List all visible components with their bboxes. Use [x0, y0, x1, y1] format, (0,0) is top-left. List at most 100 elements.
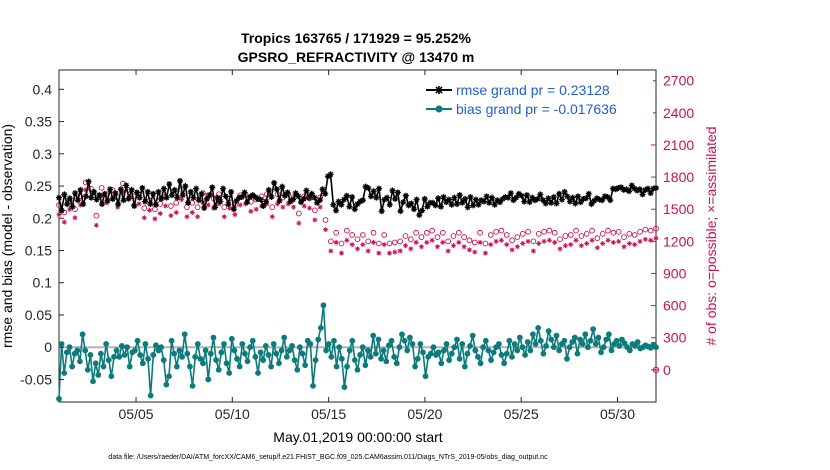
- bias-point: [351, 357, 358, 363]
- bias-point: [215, 366, 222, 373]
- assimilated-obs-marker: [339, 250, 345, 256]
- assimilated-obs-marker: [365, 248, 371, 254]
- rmse-point: [88, 194, 95, 201]
- bias-point: [566, 344, 573, 351]
- possible-obs-marker: [477, 229, 483, 236]
- possible-obs-marker: [578, 233, 585, 239]
- rmse-point: [324, 173, 331, 180]
- assimilated-obs-marker: [157, 211, 163, 217]
- bias-point: [132, 347, 138, 354]
- bias-point: [226, 370, 233, 376]
- legend: rmse grand pr = 0.23128 bias grand pr = …: [421, 79, 653, 123]
- rmse-point: [222, 193, 229, 200]
- assimilated-obs-marker: [584, 240, 590, 246]
- rmse-point: [311, 194, 318, 201]
- rmse-point: [424, 203, 431, 210]
- rmse-point: [136, 194, 143, 201]
- assimilated-obs-marker: [541, 238, 547, 244]
- possible-obs-marker: [98, 184, 105, 191]
- assimilated-obs-marker: [232, 212, 238, 218]
- bias-point: [289, 343, 295, 349]
- rmse-point: [281, 192, 288, 199]
- bias-point: [184, 350, 191, 357]
- bias-point: [495, 341, 502, 347]
- bias-point: [121, 352, 128, 358]
- possible-obs-marker: [407, 236, 414, 243]
- possible-obs-marker: [615, 228, 622, 235]
- possible-obs-marker: [557, 236, 563, 243]
- rmse-point: [168, 192, 175, 199]
- right-y-tick-label: 2100: [663, 137, 694, 153]
- bias-point: [108, 373, 115, 380]
- bias-point: [265, 352, 272, 358]
- rmse-point: [112, 190, 119, 197]
- rmse-point: [373, 194, 380, 201]
- assimilated-obs-marker: [488, 242, 494, 248]
- bias-point: [582, 331, 589, 338]
- rmse-point: [160, 185, 167, 192]
- assimilated-obs-marker: [536, 240, 542, 246]
- rmse-point: [647, 190, 654, 197]
- bias-point: [231, 347, 238, 354]
- rmse-point: [556, 190, 563, 197]
- rmse-point: [429, 199, 436, 206]
- rmse-point: [117, 186, 124, 193]
- bias-point: [522, 352, 528, 358]
- bias-point: [406, 334, 413, 341]
- rmse-point: [367, 193, 374, 200]
- bias-point: [587, 337, 594, 344]
- assimilated-obs-marker: [275, 201, 281, 207]
- bias-point: [391, 353, 398, 360]
- rmse-point: [341, 196, 348, 203]
- bias-point: [372, 350, 379, 357]
- bias-point: [579, 341, 586, 347]
- rmse-point: [451, 194, 458, 201]
- bias-point: [362, 362, 369, 369]
- possible-obs-marker: [466, 237, 473, 244]
- bias-point: [58, 341, 65, 347]
- bias-point: [171, 350, 178, 357]
- bias-point: [404, 347, 411, 354]
- bias-point: [179, 353, 185, 360]
- bias-point: [142, 341, 149, 347]
- assimilated-obs-marker: [498, 237, 504, 243]
- bias-point: [124, 344, 130, 351]
- bias-point: [590, 326, 597, 333]
- bias-point: [239, 341, 246, 347]
- left-y-tick-label: 0: [44, 339, 52, 355]
- x-tick-label: 05/15: [311, 406, 346, 422]
- bias-point: [605, 331, 612, 338]
- rmse-point: [421, 195, 428, 202]
- bias-point: [139, 360, 146, 367]
- x-tick-label: 05/20: [407, 406, 442, 422]
- rmse-point: [155, 188, 162, 195]
- rmse-point: [144, 188, 151, 195]
- bias-point: [56, 395, 62, 402]
- bias-point: [592, 341, 599, 347]
- assimilated-obs-marker: [477, 239, 483, 245]
- possible-obs-marker: [583, 231, 590, 237]
- possible-obs-marker: [498, 227, 505, 234]
- rmse-point: [268, 193, 275, 200]
- possible-obs-marker: [589, 227, 595, 234]
- bias-point: [113, 347, 120, 354]
- rmse-point: [478, 197, 485, 204]
- rmse-point: [101, 190, 108, 197]
- bias-point: [173, 363, 180, 370]
- possible-obs-marker: [429, 227, 435, 234]
- rmse-point: [58, 207, 65, 214]
- bias-point: [283, 353, 290, 360]
- bias-point: [247, 344, 254, 351]
- rmse-point: [104, 197, 111, 204]
- assimilated-obs-marker: [520, 240, 526, 246]
- assimilated-obs-marker: [402, 243, 408, 249]
- bias-point: [451, 344, 458, 351]
- bias-point: [467, 343, 473, 349]
- possible-obs-marker: [445, 238, 451, 245]
- bias-point: [189, 382, 196, 389]
- bias-point: [312, 357, 319, 363]
- bias-point: [441, 347, 447, 354]
- bias-point: [514, 347, 521, 354]
- possible-obs-marker: [120, 180, 126, 187]
- bias-point: [150, 352, 157, 358]
